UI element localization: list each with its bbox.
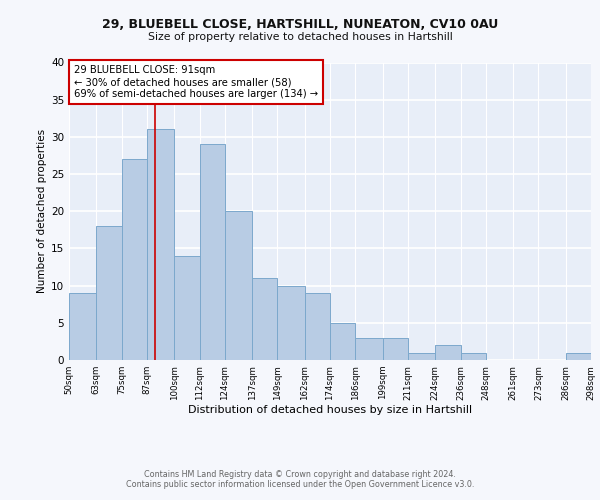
Bar: [97, 226, 122, 360]
Bar: [435, 345, 461, 360]
Text: Size of property relative to detached houses in Hartshill: Size of property relative to detached ho…: [148, 32, 452, 42]
Text: 29 BLUEBELL CLOSE: 91sqm
← 30% of detached houses are smaller (58)
69% of semi-d: 29 BLUEBELL CLOSE: 91sqm ← 30% of detach…: [74, 66, 319, 98]
Text: 29, BLUEBELL CLOSE, HARTSHILL, NUNEATON, CV10 0AU: 29, BLUEBELL CLOSE, HARTSHILL, NUNEATON,…: [102, 18, 498, 30]
Bar: [252, 278, 277, 360]
Text: Contains public sector information licensed under the Open Government Licence v3: Contains public sector information licen…: [126, 480, 474, 489]
Bar: [305, 293, 330, 360]
Bar: [383, 338, 408, 360]
X-axis label: Distribution of detached houses by size in Hartshill: Distribution of detached houses by size …: [188, 406, 472, 415]
Bar: [566, 352, 591, 360]
Bar: [147, 130, 174, 360]
Y-axis label: Number of detached properties: Number of detached properties: [37, 129, 47, 294]
Bar: [174, 256, 199, 360]
Bar: [277, 286, 305, 360]
Bar: [408, 352, 435, 360]
Bar: [355, 338, 383, 360]
Bar: [225, 211, 252, 360]
Bar: [69, 293, 97, 360]
Bar: [122, 159, 147, 360]
Bar: [199, 144, 225, 360]
Text: Contains HM Land Registry data © Crown copyright and database right 2024.: Contains HM Land Registry data © Crown c…: [144, 470, 456, 479]
Bar: [461, 352, 486, 360]
Bar: [330, 323, 355, 360]
